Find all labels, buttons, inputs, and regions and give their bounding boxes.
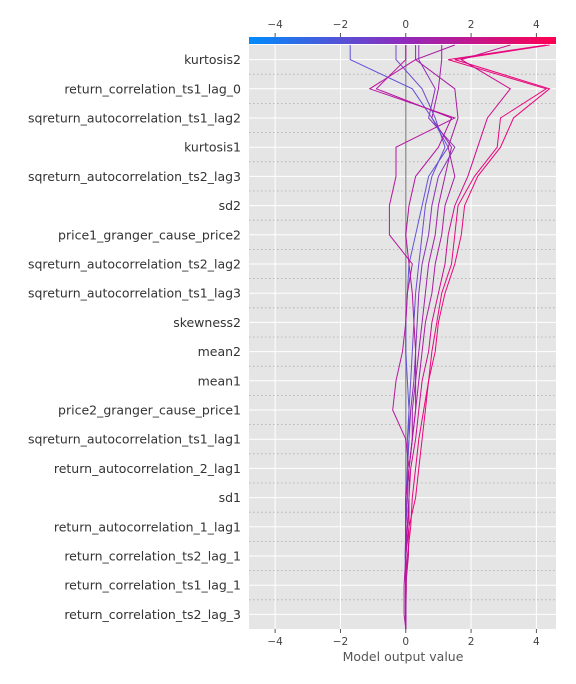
colorbar-gradient bbox=[249, 37, 556, 44]
feature-label-sd2: sd2 bbox=[219, 198, 241, 213]
feature-label-mean1: mean1 bbox=[198, 373, 241, 388]
feature-label-kurtosis2: kurtosis2 bbox=[184, 52, 241, 67]
feature-label-return_correlation_ts2_lag_3: return_correlation_ts2_lag_3 bbox=[64, 607, 241, 622]
bottom-tick-label-3: 2 bbox=[468, 636, 475, 648]
bottom-tick-label-0: −4 bbox=[267, 636, 283, 648]
feature-label-price2_granger_cause_price1: price2_granger_cause_price1 bbox=[58, 403, 241, 418]
x-axis-title: Model output value bbox=[343, 649, 464, 664]
feature-label-sqreturn_autocorrelation_ts1_lag1: sqreturn_autocorrelation_ts1_lag1 bbox=[28, 432, 241, 447]
top-tick-label-4: 4 bbox=[533, 19, 540, 31]
decision-line-2 bbox=[405, 44, 512, 629]
decision-lines bbox=[349, 44, 551, 630]
colorbar bbox=[249, 37, 556, 44]
top-axis-ticks: −4 −2 0 2 4 bbox=[267, 19, 540, 37]
feature-label-price1_granger_cause_price2: price1_granger_cause_price2 bbox=[58, 227, 241, 242]
feature-label-return_autocorrelation_2_lag1: return_autocorrelation_2_lag1 bbox=[54, 461, 241, 476]
feature-label-sqreturn_autocorrelation_ts2_lag2: sqreturn_autocorrelation_ts2_lag2 bbox=[28, 257, 241, 272]
bottom-tick-label-4: 4 bbox=[533, 636, 540, 648]
feature-label-return_autocorrelation_1_lag1: return_autocorrelation_1_lag1 bbox=[54, 519, 241, 534]
bottom-axis-ticks: −4 −2 0 2 4 bbox=[267, 629, 540, 648]
feature-label-return_correlation_ts1_lag_1: return_correlation_ts1_lag_1 bbox=[64, 578, 241, 593]
decision-line-1 bbox=[405, 44, 551, 629]
top-tick-label-1: −2 bbox=[333, 19, 348, 31]
decision-line-9 bbox=[368, 45, 457, 629]
feature-label-mean2: mean2 bbox=[198, 344, 241, 359]
bottom-tick-label-2: 0 bbox=[402, 636, 409, 648]
feature-label-kurtosis1: kurtosis1 bbox=[184, 140, 241, 155]
feature-label-sqreturn_autocorrelation_ts2_lag3: sqreturn_autocorrelation_ts2_lag3 bbox=[28, 169, 241, 184]
feature-label-return_correlation_ts1_lag_0: return_correlation_ts1_lag_0 bbox=[64, 81, 241, 96]
feature-label-skewness2: skewness2 bbox=[173, 315, 241, 330]
feature-labels: return_correlation_ts2_lag_3 return_corre… bbox=[28, 52, 241, 622]
feature-label-sqreturn_autocorrelation_ts1_lag2: sqreturn_autocorrelation_ts1_lag2 bbox=[28, 111, 241, 126]
top-tick-label-3: 2 bbox=[468, 19, 475, 31]
bottom-tick-label-1: −2 bbox=[333, 636, 348, 648]
feature-label-return_correlation_ts2_lag_1: return_correlation_ts2_lag_1 bbox=[64, 549, 241, 564]
feature-label-sqreturn_autocorrelation_ts1_lag3: sqreturn_autocorrelation_ts1_lag3 bbox=[28, 286, 241, 301]
top-tick-label-0: −4 bbox=[267, 19, 283, 31]
top-tick-label-2: 0 bbox=[402, 19, 409, 31]
feature-label-sd1: sd1 bbox=[219, 490, 241, 505]
